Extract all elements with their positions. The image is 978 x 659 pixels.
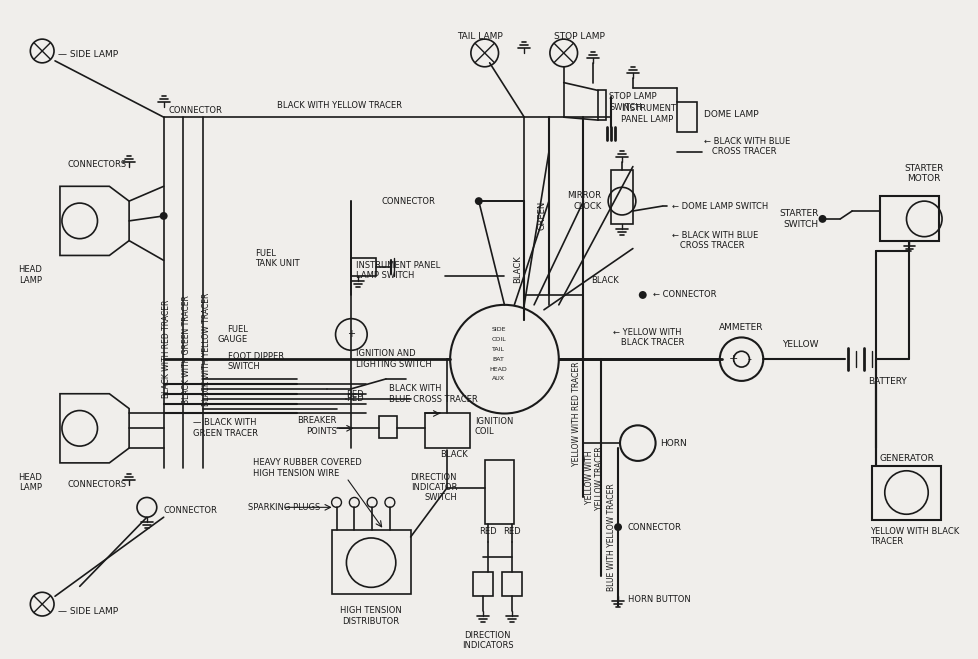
Bar [472,571,492,596]
Text: RED: RED [503,527,520,536]
Text: — SIDE LAMP: — SIDE LAMP [58,51,118,59]
Text: GREEN: GREEN [537,201,546,231]
Text: STOP LAMP: STOP LAMP [554,32,604,41]
Text: — SIDE LAMP: — SIDE LAMP [58,606,118,616]
Text: BAT: BAT [492,357,504,362]
Text: DIRECTION
INDICATOR
SWITCH: DIRECTION INDICATOR SWITCH [410,473,457,502]
Text: STARTER
MOTOR: STARTER MOTOR [904,164,943,183]
Circle shape [159,212,167,220]
Text: BLACK WITH RED TRACER: BLACK WITH RED TRACER [162,300,171,399]
Text: DOME LAMP: DOME LAMP [703,109,758,119]
Text: HEAD: HEAD [489,366,507,372]
Text: FOOT DIPPER
SWITCH: FOOT DIPPER SWITCH [228,352,284,371]
Text: TAIL LAMP: TAIL LAMP [457,32,503,41]
Text: HORN BUTTON: HORN BUTTON [627,594,690,604]
Text: YELLOW: YELLOW [781,340,819,349]
Text: -: - [746,354,751,364]
Text: BLACK WITH YELLOW TRACER: BLACK WITH YELLOW TRACER [277,101,402,110]
Text: HORN: HORN [660,439,687,447]
Bar [598,90,605,120]
Circle shape [613,523,621,531]
Text: — BLACK WITH
GREEN TRACER: — BLACK WITH GREEN TRACER [193,418,258,438]
Text: ← BLACK WITH BLUE
   CROSS TRACER: ← BLACK WITH BLUE CROSS TRACER [672,231,758,250]
Circle shape [474,197,482,205]
Bar [610,169,632,224]
Bar [871,466,940,520]
Text: CONNECTORS: CONNECTORS [67,480,127,489]
Text: BLACK: BLACK [512,256,521,283]
Text: SPARKING PLUGS: SPARKING PLUGS [247,503,320,512]
Text: ← CONNECTOR: ← CONNECTOR [652,291,715,299]
Text: BLACK WITH
BLUE CROSS TRACER: BLACK WITH BLUE CROSS TRACER [388,384,477,403]
Text: CONNECTOR: CONNECTOR [163,506,217,515]
Text: HEAD
LAMP: HEAD LAMP [19,473,42,492]
Text: GENERATOR: GENERATOR [878,454,933,463]
Text: +: + [347,330,355,339]
Text: ← BLACK WITH BLUE
   CROSS TRACER: ← BLACK WITH BLUE CROSS TRACER [703,137,789,156]
Bar [425,413,469,448]
Text: CONNECTORS: CONNECTORS [67,160,127,169]
Bar [378,416,396,438]
Text: RED: RED [346,394,364,403]
Text: INSTRUMENT
PANEL LAMP: INSTRUMENT PANEL LAMP [620,105,676,124]
Text: BLACK WITH GREEN TRACER: BLACK WITH GREEN TRACER [182,295,191,404]
Text: BLACK: BLACK [440,450,467,459]
Text: AUX: AUX [492,376,505,382]
Text: FUEL
GAUGE: FUEL GAUGE [217,325,247,344]
Text: CONNECTOR: CONNECTOR [627,523,681,532]
Text: AMMETER: AMMETER [719,322,763,331]
Text: YELLOW WITH RED TRACER: YELLOW WITH RED TRACER [571,361,581,466]
Text: STOP LAMP
SWITCH: STOP LAMP SWITCH [608,92,656,112]
Text: FUEL
TANK UNIT: FUEL TANK UNIT [255,248,300,268]
Text: ← YELLOW WITH
   BLACK TRACER: ← YELLOW WITH BLACK TRACER [612,328,684,347]
Text: MIRROR
CLOCK: MIRROR CLOCK [566,191,600,211]
Text: IGNITION
COIL: IGNITION COIL [474,416,512,436]
Bar [879,196,938,241]
Text: INSTRUMENT PANEL
LAMP SWITCH: INSTRUMENT PANEL LAMP SWITCH [356,260,440,280]
Text: BLUE WITH YELLOW TRACER: BLUE WITH YELLOW TRACER [606,483,615,591]
Text: STARTER
SWITCH: STARTER SWITCH [778,209,818,229]
Bar [677,102,696,132]
Text: BLACK: BLACK [591,275,618,285]
Bar [502,571,521,596]
Circle shape [818,215,825,223]
Text: TAIL: TAIL [492,347,505,352]
Text: RED: RED [346,390,364,399]
Text: HEAVY RUBBER COVERED
HIGH TENSION WIRE: HEAVY RUBBER COVERED HIGH TENSION WIRE [252,458,361,478]
Text: DIRECTION
INDICATORS: DIRECTION INDICATORS [462,631,512,650]
Text: BREAKER
POINTS: BREAKER POINTS [297,416,336,436]
Text: IGNITION AND
LIGHTING SWITCH: IGNITION AND LIGHTING SWITCH [356,349,431,369]
Bar [332,530,410,594]
Text: HIGH TENSION
DISTRIBUTOR: HIGH TENSION DISTRIBUTOR [340,606,402,625]
Text: COIL: COIL [491,337,506,342]
Text: BATTERY: BATTERY [867,377,907,386]
Text: RED: RED [478,527,496,536]
Text: YELLOW WITH BLACK
TRACER: YELLOW WITH BLACK TRACER [869,527,958,546]
Text: CONNECTOR: CONNECTOR [381,196,435,206]
Text: ← DOME LAMP SWITCH: ← DOME LAMP SWITCH [672,202,768,211]
Circle shape [639,291,646,299]
Text: CONNECTOR: CONNECTOR [168,105,222,115]
Bar [484,460,513,524]
Text: HEAD
LAMP: HEAD LAMP [19,266,42,285]
Bar [351,258,376,276]
Text: +: + [729,354,737,364]
Text: SIDE: SIDE [491,327,506,332]
Text: BLACK WITH YELLOW TRACER: BLACK WITH YELLOW TRACER [201,293,210,406]
Text: YELLOW WITH
YELLOW TRACER: YELLOW WITH YELLOW TRACER [584,446,603,509]
